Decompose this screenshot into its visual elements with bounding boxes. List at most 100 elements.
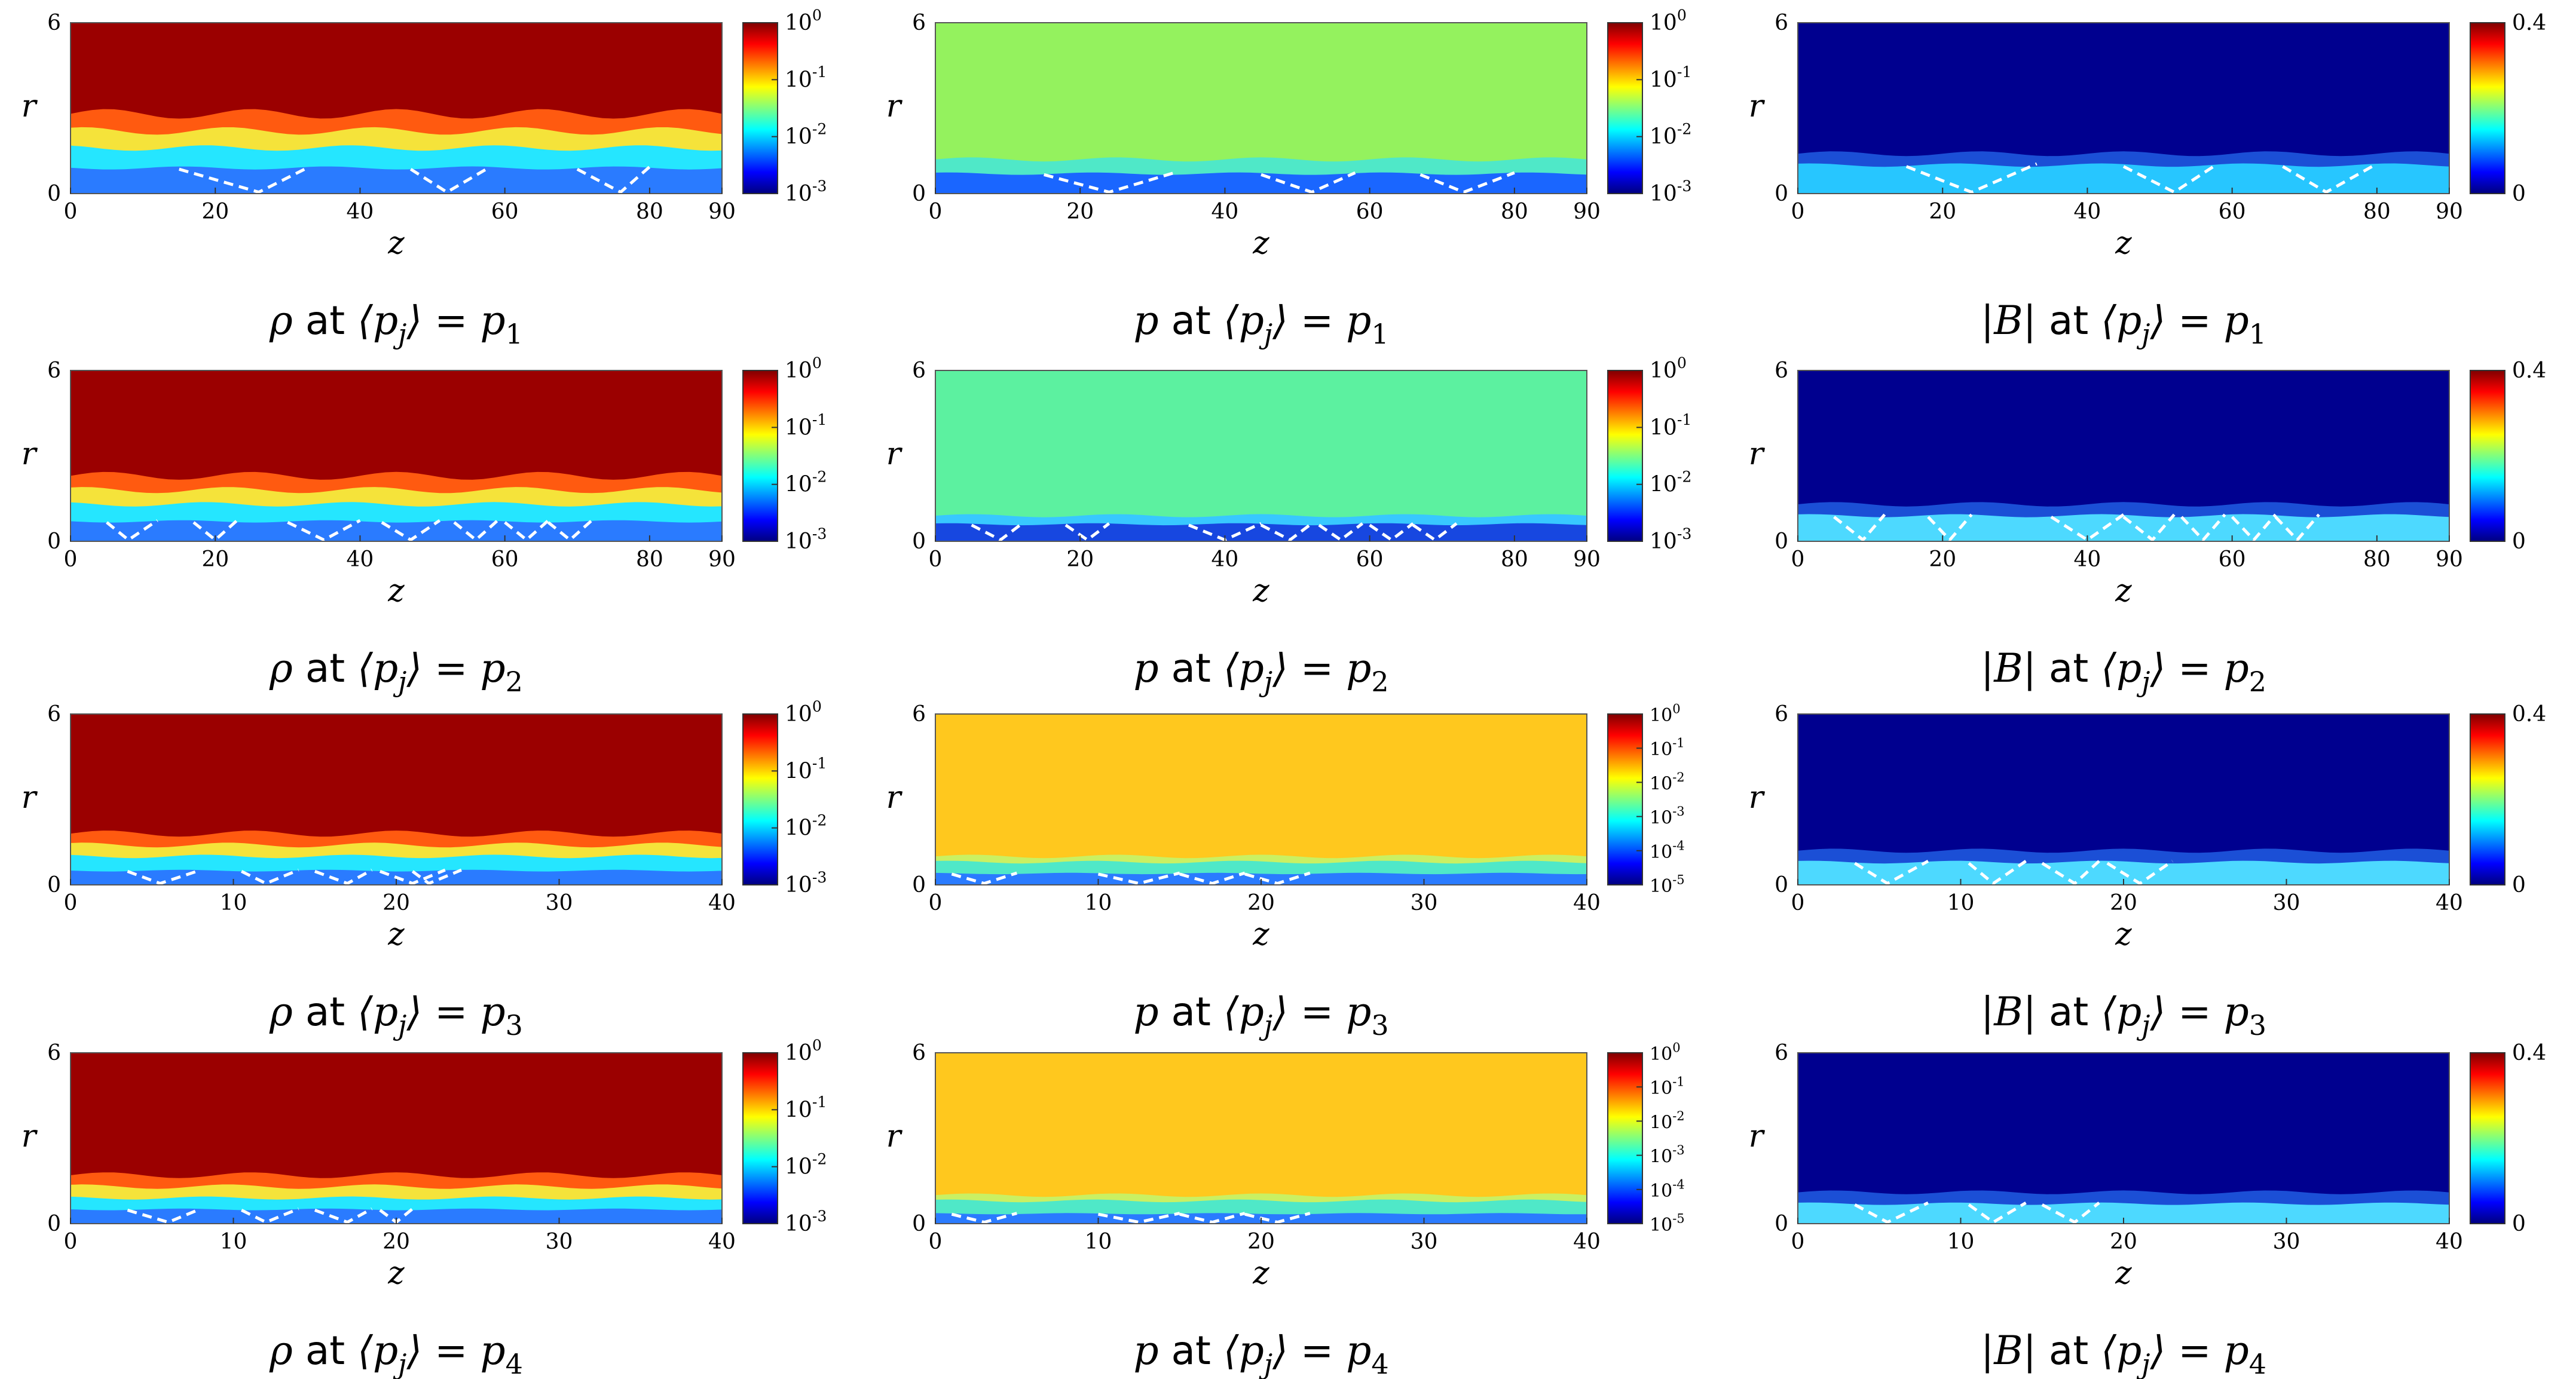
colorbar [1607, 1052, 1643, 1224]
x-tick-label: 40 [708, 891, 736, 915]
shock-line [1369, 522, 1414, 541]
y-tick-label: 6 [912, 11, 926, 35]
x-tick-label: 40 [347, 547, 374, 572]
x-axis-label: z [387, 917, 405, 952]
y-tick-label: 0 [912, 1212, 926, 1236]
heatmap-area [71, 1053, 722, 1224]
colorbar-tick-label: 10-3 [1650, 804, 1685, 829]
panel-2-3: 0 20 40 60 80 90 0 6 z r 0.4 0 |B| at ⟨pj⟩ = p2 [1749, 358, 2547, 698]
heatmap-area [935, 23, 1587, 194]
x-tick-label: 10 [220, 1230, 247, 1254]
shock-line [1927, 513, 1973, 541]
y-axis-label: r [886, 1118, 903, 1154]
colorbar [1607, 713, 1643, 885]
shock-line [240, 1207, 299, 1224]
colorbar-tick-label: 0.4 [2512, 702, 2546, 727]
colorbar-tick-label: 10-4 [1650, 838, 1685, 863]
heatmap-area [1798, 1053, 2449, 1224]
colorbar-tick-label: 10-1 [785, 63, 827, 92]
shock-line [2122, 163, 2219, 194]
heatmap-area [71, 370, 722, 541]
shock-line [1905, 162, 2037, 194]
heatmap-band [935, 523, 1587, 541]
x-axis-label: z [387, 573, 405, 609]
y-axis-label: r [22, 1118, 38, 1154]
x-tick-label: 40 [1211, 547, 1239, 572]
x-tick-label: 60 [1356, 547, 1384, 572]
x-tick-label: 20 [1247, 891, 1275, 915]
x-tick-label: 90 [2436, 547, 2463, 572]
colorbar-tick-label: 0.4 [2512, 358, 2546, 383]
shock-line [2274, 513, 2320, 541]
colorbar [1607, 22, 1643, 194]
shock-line [951, 871, 1018, 885]
x-tick-label: 30 [2273, 1230, 2300, 1254]
x-tick-label: 40 [2436, 1230, 2463, 1254]
heatmap-band [71, 166, 722, 194]
x-tick-label: 80 [2363, 200, 2391, 224]
colorbar-tick-label: 100 [1650, 1041, 1681, 1065]
shock-line [1261, 171, 1356, 194]
x-tick-label: 40 [347, 200, 374, 224]
colorbar-tick-label: 100 [1650, 354, 1687, 383]
panel-caption: p at ⟨pj⟩ = p1 [1133, 298, 1388, 350]
colorbar-tick-label: 10-2 [1650, 120, 1691, 149]
x-tick-label: 20 [201, 547, 229, 572]
x-tick-label: 60 [2219, 547, 2246, 572]
colorbar [2470, 370, 2505, 542]
shock-line [1419, 171, 1515, 194]
x-tick-label: 80 [2363, 547, 2391, 572]
x-axis-label: z [2115, 573, 2132, 609]
heatmap-area [935, 1053, 1587, 1224]
colorbar [742, 22, 778, 194]
x-tick-label: 0 [929, 200, 943, 224]
x-tick-label: 0 [64, 1230, 78, 1254]
shock-line [576, 166, 651, 194]
x-tick-label: 60 [2219, 200, 2246, 224]
x-tick-label: 0 [929, 547, 943, 572]
x-tick-label: 20 [1066, 200, 1094, 224]
x-axis-label: z [2115, 917, 2132, 952]
panel-2-1: 0 20 40 60 80 90 0 6 z r 100 10-1 10-2 10-3 ρ at ⟨pj⟩ … [22, 354, 827, 698]
shock-line [1064, 522, 1110, 541]
x-tick-label: 90 [1573, 547, 1601, 572]
y-tick-label: 6 [1775, 1041, 1788, 1065]
shock-line [192, 519, 238, 541]
colorbar-tick-label: 100 [785, 698, 822, 727]
y-axis-label: r [1749, 436, 1766, 472]
x-tick-label: 40 [1573, 891, 1601, 915]
colorbar-tick-label: 100 [785, 1037, 822, 1065]
x-tick-label: 0 [64, 891, 78, 915]
shock-line [1833, 513, 1886, 541]
y-tick-label: 0 [1775, 529, 1788, 554]
heatmap-background [935, 370, 1587, 541]
colorbar [742, 370, 778, 542]
plot-frame [935, 22, 1587, 194]
x-tick-label: 30 [1411, 1230, 1438, 1254]
panel-caption: p at ⟨pj⟩ = p2 [1133, 645, 1388, 698]
y-tick-label: 6 [1775, 702, 1788, 727]
shock-line [1260, 522, 1313, 541]
y-tick-label: 0 [47, 182, 61, 206]
x-tick-label: 30 [546, 891, 573, 915]
colorbar-tick-label: 10-4 [1650, 1177, 1685, 1202]
x-tick-label: 10 [220, 891, 247, 915]
colorbar-tick-label: 10-1 [1650, 736, 1685, 761]
y-axis-label: r [886, 88, 903, 124]
heatmap-area [71, 714, 722, 885]
panel-3-3: 0 10 20 30 40 0 6 z r 0.4 0 |B| at ⟨pj⟩ = p3 [1749, 702, 2547, 1041]
colorbar-tick-label: 10-2 [785, 120, 827, 149]
x-axis-label: z [1252, 917, 1269, 952]
y-tick-label: 6 [1775, 11, 1788, 35]
shock-line [381, 519, 441, 541]
y-tick-label: 6 [47, 11, 61, 35]
shock-line [971, 522, 1023, 541]
panel-1-2: 0 20 40 60 80 90 0 6 z r 100 10-1 10-2 10-3 p at ⟨pj⟩ … [886, 7, 1692, 350]
colorbar-tick-label: 0.4 [2512, 1041, 2546, 1065]
x-tick-label: 60 [491, 200, 519, 224]
colorbar-tick-label: 10-3 [1650, 525, 1691, 554]
shock-line [453, 519, 499, 541]
y-axis-label: r [22, 88, 38, 124]
colorbar-tick-label: 100 [1650, 7, 1687, 35]
